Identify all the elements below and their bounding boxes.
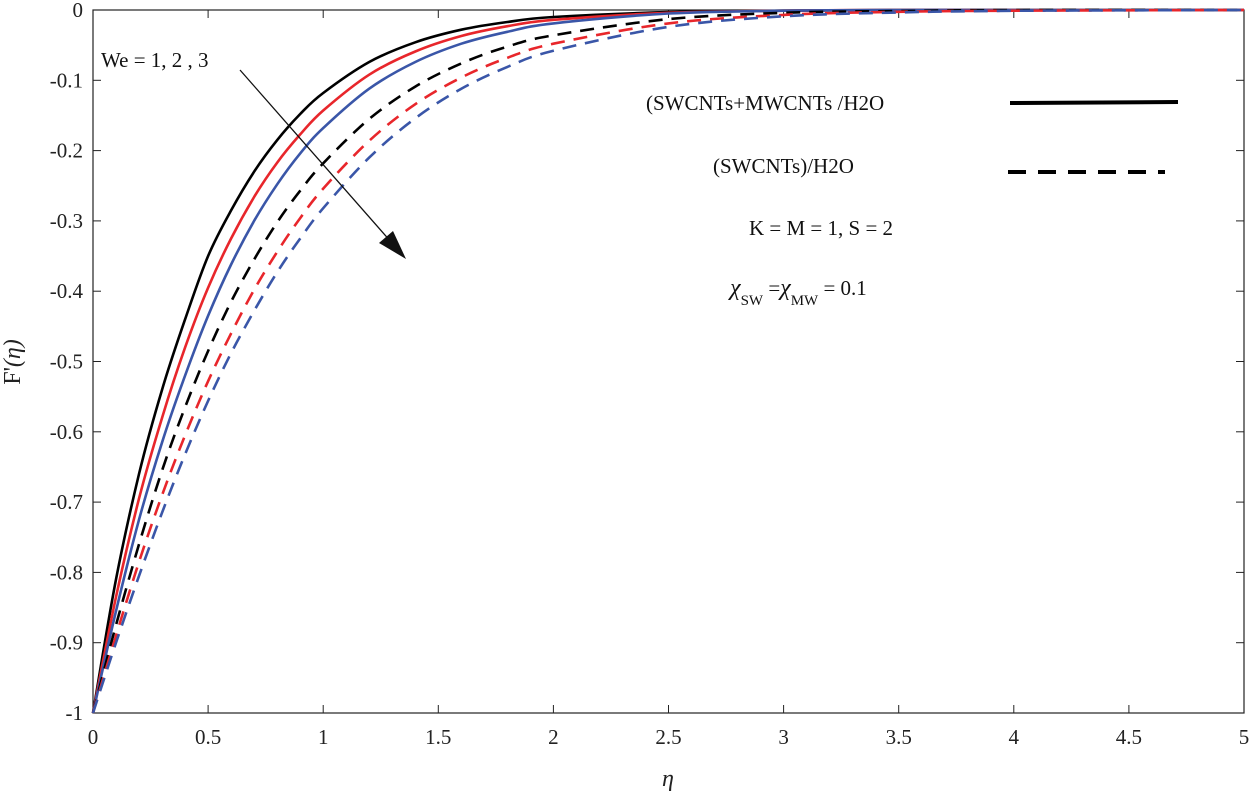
series-line-4: [91, 8, 1245, 714]
x-axis-label: η: [662, 766, 674, 792]
x-tick-label: 3: [778, 725, 789, 749]
series-line-6: [91, 8, 1245, 714]
x-tick-label: 1.5: [425, 725, 451, 749]
y-tick-label: -0.2: [50, 139, 83, 163]
we-annotation: We = 1, 2 , 3: [101, 48, 209, 72]
x-tick-label: 0: [88, 725, 99, 749]
we-arrow-line: [239, 69, 393, 244]
x-tick-label: 1: [318, 725, 329, 749]
plot-frame: [92, 9, 1245, 714]
legend-line-solid: [1009, 100, 1179, 105]
y-tick-label: -0.1: [50, 68, 83, 92]
y-tick-label: 0: [73, 0, 84, 22]
x-axis-ticks: 0 0.5 1 1.5 2 2.5 3 3.5 4 4.5 5: [88, 10, 1250, 749]
x-tick-label: 2.5: [655, 725, 681, 749]
y-tick-label: -0.4: [50, 279, 84, 303]
x-tick-label: 4: [1009, 725, 1020, 749]
y-axis-label: F'(η): [0, 339, 26, 385]
x-tick-label: 2: [548, 725, 559, 749]
y-axis-ticks: 0 -0.1 -0.2 -0.3 -0.4 -0.5 -0.6 -0.7 -0.8 -0.9 -1: [50, 0, 1244, 725]
y-tick-label: -0.5: [50, 350, 83, 374]
x-tick-label: 3.5: [886, 725, 912, 749]
y-tick-label: -0.7: [50, 490, 83, 514]
y-axis-label-arg: (η): [0, 339, 26, 367]
y-tick-label: -0.3: [50, 209, 83, 233]
series-line-3: [91, 8, 1244, 714]
y-tick-label: -0.6: [50, 420, 83, 444]
legend-label-single: (SWCNTs)/H2O: [713, 154, 854, 178]
y-tick-label: -0.8: [50, 560, 83, 584]
y-tick-label: -1: [66, 701, 84, 725]
series-line-5: [91, 8, 1245, 714]
series-layer: [91, 8, 1245, 714]
y-tick-label: -0.9: [50, 631, 83, 655]
chi-annotation: χSW =χMW = 0.1: [728, 275, 867, 309]
x-tick-label: 0.5: [195, 725, 221, 749]
x-tick-label: 4.5: [1116, 725, 1142, 749]
we-arrow-head: [379, 231, 406, 259]
params-annotation: K = M = 1, S = 2: [749, 216, 893, 240]
legend-label-hybrid: (SWCNTs+MWCNTs /H2O: [646, 91, 884, 115]
y-axis-label-main: F': [0, 367, 26, 385]
x-tick-label: 5: [1239, 725, 1250, 749]
